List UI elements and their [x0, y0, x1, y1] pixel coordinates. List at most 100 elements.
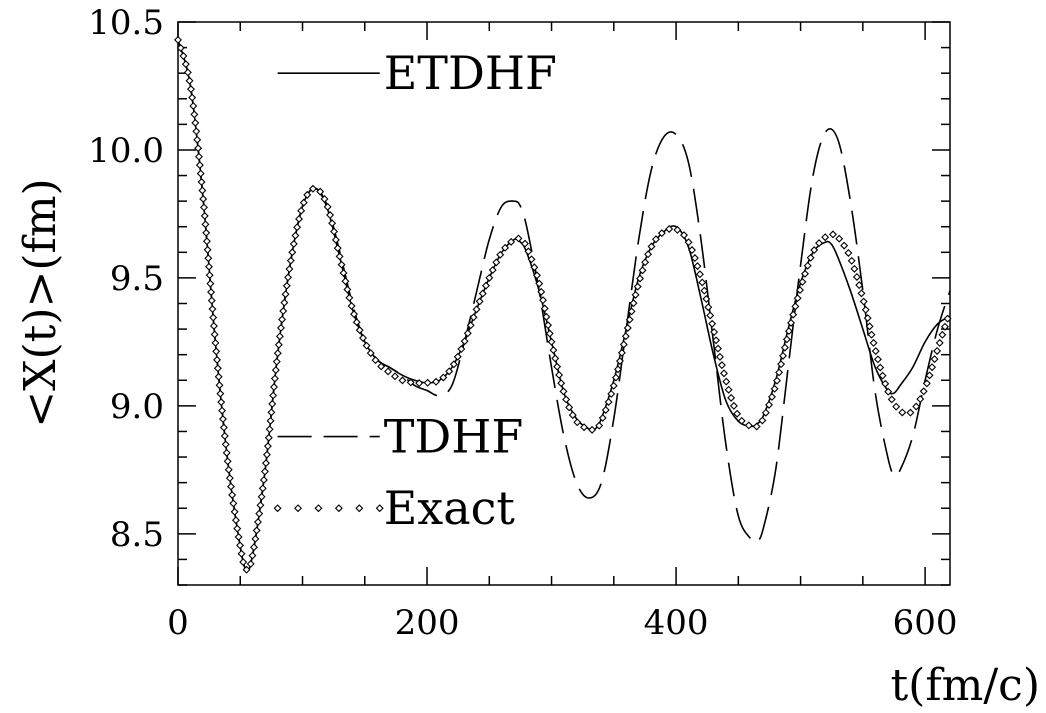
exact-point: [225, 458, 231, 464]
exact-point: [237, 542, 243, 548]
exact-point: [200, 196, 206, 202]
exact-point: [217, 390, 223, 396]
exact-point: [272, 375, 278, 381]
exact-point: [697, 271, 703, 277]
series-etdhf: [178, 40, 950, 570]
exact-point: [211, 323, 217, 329]
exact-point: [203, 230, 209, 236]
exact-point: [263, 460, 269, 466]
exact-point: [190, 103, 196, 109]
exact-point: [554, 363, 560, 369]
exact-point: [759, 417, 765, 423]
exact-point: [285, 274, 291, 280]
legend-exact-marker: [274, 505, 280, 511]
legend-etdhf-label: ETDHF: [384, 46, 557, 100]
exact-point: [208, 289, 214, 295]
exact-point: [256, 510, 262, 516]
exact-point: [717, 354, 723, 360]
exact-point: [249, 552, 255, 558]
exact-point: [265, 443, 271, 449]
exact-point: [240, 559, 246, 565]
exact-point: [934, 348, 940, 354]
series-exact-guide: [178, 40, 950, 570]
exact-point: [280, 308, 286, 314]
legend-exact-marker: [336, 505, 342, 511]
exact-point: [180, 53, 186, 59]
y-tick-label: 10.5: [88, 3, 164, 43]
exact-point: [230, 500, 236, 506]
exact-point: [709, 321, 715, 327]
exact-point: [234, 525, 240, 531]
exact-point: [191, 111, 197, 117]
exact-point: [214, 357, 220, 363]
exact-point: [229, 492, 235, 498]
exact-point: [262, 468, 268, 474]
exact-point: [486, 275, 492, 281]
exact-point: [205, 255, 211, 261]
exact-point: [753, 423, 759, 429]
exact-point: [251, 544, 257, 550]
exact-point: [220, 416, 226, 422]
exact-point: [209, 306, 215, 312]
exact-point: [493, 259, 499, 265]
exact-point: [238, 551, 244, 557]
exact-point: [271, 384, 277, 390]
exact-point: [348, 303, 354, 309]
exact-point: [267, 418, 273, 424]
exact-point: [216, 382, 222, 388]
exact-point: [275, 350, 281, 356]
exact-point: [875, 356, 881, 362]
exact-point: [728, 395, 734, 401]
exact-point: [899, 409, 905, 415]
exact-point: [202, 213, 208, 219]
exact-point: [719, 362, 725, 368]
exact-point: [746, 422, 752, 428]
exact-point: [939, 332, 945, 338]
exact-point: [260, 485, 266, 491]
x-tick-label: 600: [893, 603, 958, 643]
exact-point: [231, 509, 237, 515]
exact-point: [929, 364, 935, 370]
exact-point: [705, 304, 711, 310]
series-layer: [175, 37, 951, 573]
exact-point: [233, 517, 239, 523]
exact-point: [218, 399, 224, 405]
exact-point: [725, 387, 731, 393]
exact-point: [273, 367, 279, 373]
exact-point: [201, 204, 207, 210]
exact-point: [931, 356, 937, 362]
exact-point: [248, 561, 254, 567]
exact-point: [204, 238, 210, 244]
exact-point: [917, 396, 923, 402]
exact-point: [189, 94, 195, 100]
exact-point: [331, 228, 337, 234]
exact-point: [907, 409, 913, 415]
exact-point: [552, 355, 558, 361]
exact-point: [392, 373, 398, 379]
exact-point: [221, 424, 227, 430]
plot-frame: [178, 22, 950, 585]
legend-exact-marker: [315, 505, 321, 511]
series-exact: [175, 37, 951, 573]
exact-point: [424, 380, 430, 386]
exact-point: [574, 419, 580, 425]
x-tick-label: 400: [644, 603, 709, 643]
exact-point: [202, 221, 208, 227]
y-tick-label: 10.0: [88, 131, 164, 171]
exact-point: [209, 297, 215, 303]
exact-point: [550, 347, 556, 353]
exact-point: [461, 338, 467, 344]
exact-point: [674, 227, 680, 233]
exact-point: [490, 267, 496, 273]
exact-point: [480, 290, 486, 296]
exact-point: [207, 280, 213, 286]
exact-point: [868, 331, 874, 337]
exact-point: [822, 234, 828, 240]
exact-point: [268, 409, 274, 415]
exact-point: [226, 467, 232, 473]
exact-point: [197, 162, 203, 168]
legend-exact-marker: [356, 505, 362, 511]
exact-point: [357, 327, 363, 333]
exact-point: [276, 342, 282, 348]
exact-point: [854, 274, 860, 280]
